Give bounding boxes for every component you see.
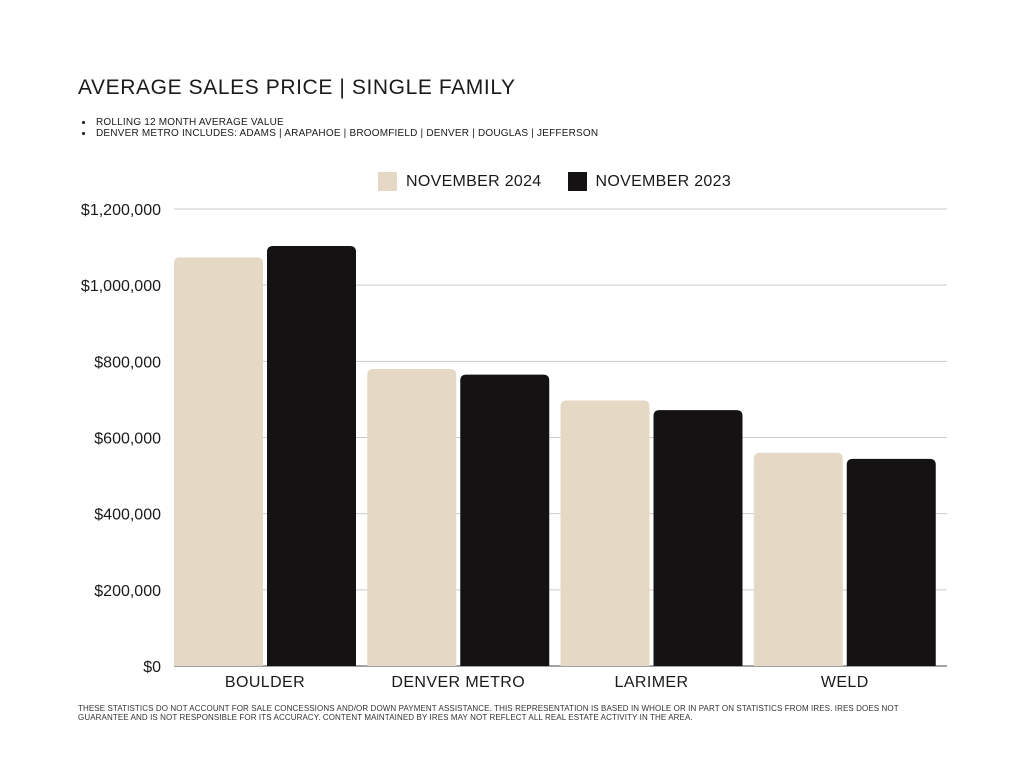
note-rolling-average: ROLLING 12 MONTH AVERAGE VALUE bbox=[94, 117, 598, 128]
chart-title: AVERAGE SALES PRICE | SINGLE FAMILY bbox=[78, 76, 516, 99]
y-tick-label: $1,200,000 bbox=[81, 202, 161, 219]
bar-larimer-november-2023 bbox=[653, 410, 743, 666]
legend-label-nov-2023: NOVEMBER 2023 bbox=[595, 172, 732, 190]
legend-label-nov-2024: NOVEMBER 2024 bbox=[406, 172, 542, 190]
bar-denver-metro-november-2023 bbox=[460, 374, 550, 666]
note-denver-metro-counties: DENVER METRO INCLUDES: ADAMS | ARAPAHOE … bbox=[94, 128, 598, 139]
x-tick-label: LARIMER bbox=[615, 674, 689, 691]
bar-weld-november-2024 bbox=[753, 452, 843, 666]
y-tick-label: $1,000,000 bbox=[81, 278, 161, 295]
legend-item-nov-2023: NOVEMBER 2023 bbox=[567, 172, 732, 191]
chart-legend: NOVEMBER 2024 NOVEMBER 2023 bbox=[378, 172, 731, 191]
x-tick-label: WELD bbox=[821, 674, 869, 691]
bar-denver-metro-november-2024 bbox=[367, 368, 457, 666]
legend-item-nov-2024: NOVEMBER 2024 bbox=[378, 172, 542, 191]
y-tick-label: $200,000 bbox=[94, 583, 161, 600]
bar-boulder-november-2024 bbox=[174, 257, 263, 666]
bar-weld-november-2023 bbox=[846, 458, 936, 666]
bar-boulder-november-2023 bbox=[267, 245, 356, 666]
y-tick-label: $400,000 bbox=[94, 507, 161, 524]
legend-swatch-nov-2023 bbox=[567, 172, 587, 191]
chart-notes: ROLLING 12 MONTH AVERAGE VALUE DENVER ME… bbox=[80, 117, 598, 139]
x-tick-label: DENVER METRO bbox=[391, 674, 525, 691]
y-tick-label: $800,000 bbox=[94, 354, 161, 371]
disclaimer-footnote: THESE STATISTICS DO NOT ACCOUNT FOR SALE… bbox=[78, 704, 899, 722]
x-tick-label: BOULDER bbox=[225, 674, 305, 691]
bar-larimer-november-2024 bbox=[560, 400, 650, 666]
legend-swatch-nov-2024 bbox=[378, 172, 397, 191]
y-tick-label: $600,000 bbox=[94, 431, 161, 448]
y-tick-label: $0 bbox=[143, 659, 161, 676]
